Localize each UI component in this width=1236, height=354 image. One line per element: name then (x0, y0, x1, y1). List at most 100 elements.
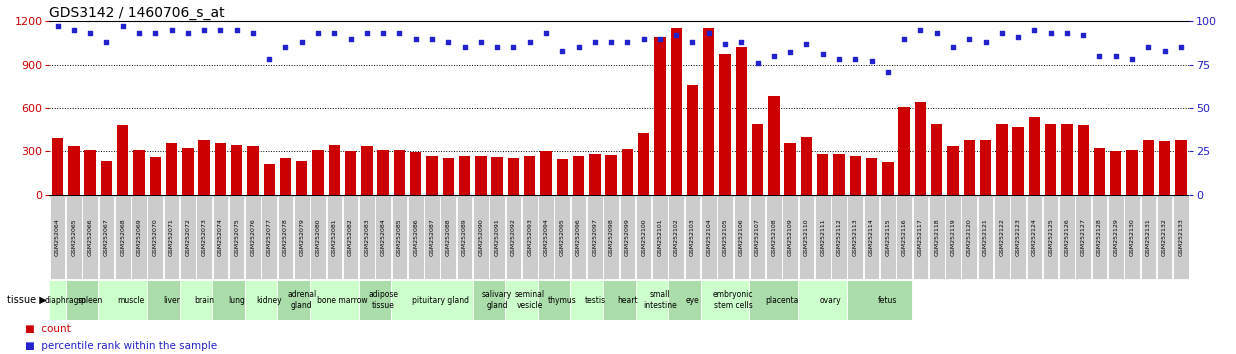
Text: GSM252086: GSM252086 (413, 218, 418, 256)
Bar (1012, 127, 1023, 195)
Bar (410, 152, 421, 195)
Bar (213, 280, 245, 320)
Bar (849, 156, 861, 195)
Text: GSM252132: GSM252132 (1162, 218, 1167, 256)
Text: GSM252107: GSM252107 (755, 218, 760, 256)
Point (634, 36, 654, 41)
Bar (297, 161, 308, 195)
Text: GSM252126: GSM252126 (1064, 218, 1069, 256)
Bar (1126, 150, 1138, 195)
Text: GSM252108: GSM252108 (771, 218, 776, 256)
Text: GSM252081: GSM252081 (331, 218, 337, 256)
Bar (687, 85, 698, 195)
Bar (408, 195, 424, 279)
Text: fetus: fetus (878, 296, 897, 304)
Text: GSM252119: GSM252119 (950, 218, 955, 256)
Text: GSM252127: GSM252127 (1080, 218, 1085, 256)
Point (536, 30, 556, 36)
Bar (735, 47, 747, 195)
Bar (49, 280, 66, 320)
Bar (994, 195, 1010, 279)
Bar (133, 150, 145, 195)
Text: GSM252106: GSM252106 (739, 218, 744, 256)
Point (601, 39, 620, 45)
Text: GSM252082: GSM252082 (349, 218, 353, 256)
Bar (68, 145, 79, 195)
Bar (99, 280, 147, 320)
Text: GSM252120: GSM252120 (967, 218, 971, 256)
Point (1041, 30, 1060, 36)
Bar (817, 154, 828, 195)
Bar (392, 280, 472, 320)
Point (48, 24, 68, 29)
Text: GSM252125: GSM252125 (1048, 218, 1053, 256)
Point (471, 39, 491, 45)
Bar (361, 146, 372, 195)
Bar (261, 195, 277, 279)
Bar (833, 154, 844, 195)
Text: GSM252117: GSM252117 (918, 218, 923, 256)
Text: GSM252076: GSM252076 (251, 218, 256, 256)
Text: GSM252133: GSM252133 (1178, 218, 1183, 256)
Bar (392, 195, 408, 279)
Bar (717, 195, 733, 279)
Text: GSM252096: GSM252096 (576, 218, 581, 256)
Text: pituitary gland: pituitary gland (412, 296, 468, 304)
Text: GSM252092: GSM252092 (510, 218, 515, 256)
Bar (538, 280, 570, 320)
Bar (1173, 195, 1189, 279)
Text: GSM252105: GSM252105 (723, 218, 728, 256)
Bar (1159, 141, 1170, 195)
Point (112, 24, 132, 29)
Text: testis: testis (585, 296, 606, 304)
Bar (749, 280, 798, 320)
Bar (279, 158, 292, 195)
Text: GSM252129: GSM252129 (1114, 218, 1119, 256)
Bar (166, 143, 177, 195)
Point (64, 27, 84, 33)
Bar (278, 195, 293, 279)
Bar (66, 280, 99, 320)
Bar (524, 156, 535, 195)
Point (1138, 45, 1158, 50)
Bar (147, 280, 179, 320)
Point (373, 30, 393, 36)
Bar (215, 143, 226, 195)
Point (716, 41, 735, 47)
Point (993, 30, 1012, 36)
Text: seminal
vesicle: seminal vesicle (514, 290, 545, 310)
Bar (440, 195, 456, 279)
Point (959, 36, 979, 41)
Text: lung: lung (229, 296, 245, 304)
Bar (899, 107, 910, 195)
Text: GSM252078: GSM252078 (283, 218, 288, 256)
Bar (1010, 195, 1026, 279)
Text: GSM252090: GSM252090 (478, 218, 483, 256)
Bar (962, 195, 978, 279)
Bar (163, 195, 179, 279)
Point (178, 30, 198, 36)
Bar (1062, 124, 1073, 195)
Bar (719, 55, 730, 195)
Bar (1043, 195, 1058, 279)
Text: GSM252122: GSM252122 (1000, 218, 1005, 256)
Text: GSM252098: GSM252098 (608, 218, 613, 256)
Bar (896, 195, 912, 279)
Bar (654, 37, 666, 195)
Bar (310, 195, 326, 279)
Text: GSM252112: GSM252112 (837, 218, 842, 256)
Bar (360, 195, 375, 279)
Bar (766, 195, 781, 279)
Bar (1091, 195, 1107, 279)
Bar (1157, 195, 1173, 279)
Text: muscle: muscle (117, 296, 145, 304)
Bar (1078, 125, 1089, 195)
Text: bone marrow: bone marrow (318, 296, 368, 304)
Bar (1107, 195, 1124, 279)
Bar (785, 143, 796, 195)
Text: GSM252067: GSM252067 (104, 218, 109, 256)
Point (878, 69, 897, 74)
Bar (506, 280, 538, 320)
Text: diaphragm: diaphragm (44, 296, 87, 304)
Bar (83, 195, 98, 279)
